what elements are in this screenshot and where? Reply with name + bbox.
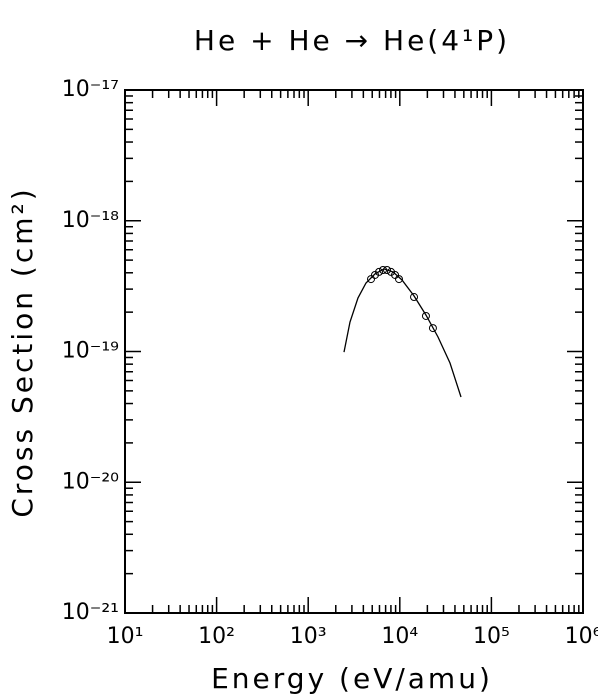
data-point — [367, 275, 376, 284]
chart-title: He + He → He(4¹P) — [194, 24, 510, 57]
fit-curve — [343, 268, 462, 398]
y-tick-label: 10⁻²⁰ — [62, 469, 119, 494]
x-tick-label: 10⁵ — [473, 624, 510, 649]
x-tick-label: 10⁴ — [381, 624, 418, 649]
data-point — [410, 293, 419, 302]
plot-frame — [124, 89, 584, 614]
data-point — [375, 267, 384, 276]
x-tick-label: 10⁶ — [565, 624, 598, 649]
x-tick-label: 10² — [198, 624, 235, 649]
data-point — [394, 275, 403, 284]
data-point — [379, 266, 388, 275]
y-axis-label: Cross Section (cm²) — [6, 186, 39, 517]
data-point — [428, 324, 437, 333]
y-tick-label: 10⁻¹⁷ — [62, 77, 119, 102]
data-point — [391, 270, 400, 279]
y-tick-label: 10⁻²¹ — [62, 600, 119, 625]
data-point — [383, 266, 392, 275]
y-tick-label: 10⁻¹⁸ — [62, 208, 119, 233]
data-point — [421, 311, 430, 320]
x-tick-label: 10³ — [290, 624, 327, 649]
x-axis-label: Energy (eV/amu) — [211, 662, 493, 695]
y-tick-label: 10⁻¹⁹ — [62, 339, 119, 364]
x-tick-label: 10¹ — [107, 624, 144, 649]
